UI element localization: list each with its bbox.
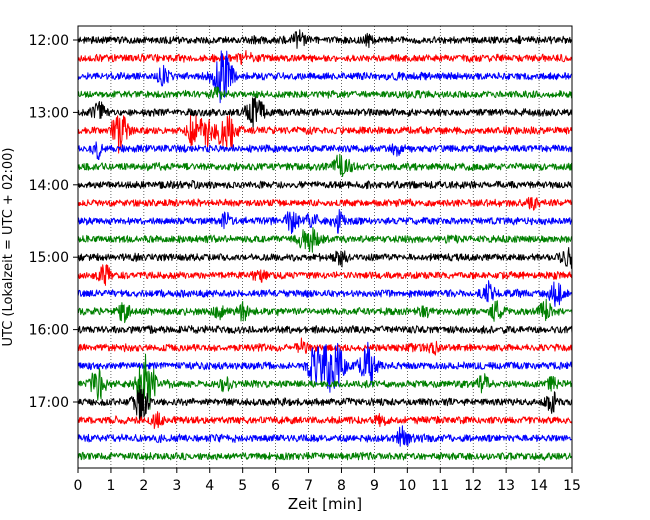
trace-line: [77, 141, 573, 160]
trace-line: [77, 247, 573, 269]
x-tick-label: 3: [172, 478, 181, 494]
x-axis-label: Zeit [min]: [288, 495, 362, 513]
trace-line: [77, 49, 573, 65]
x-tick-label: 15: [563, 478, 581, 494]
y-tick-label: 16:00: [29, 323, 69, 339]
trace-line: [77, 153, 573, 177]
x-tick-label: 1: [106, 478, 115, 494]
x-tick-label: 10: [398, 478, 416, 494]
y-tick-label: 13:00: [29, 105, 69, 121]
trace-line: [77, 298, 573, 324]
y-tick-label: 17:00: [29, 395, 69, 411]
trace-line: [77, 227, 573, 253]
trace-line: [77, 264, 573, 286]
x-tick-label: 0: [74, 478, 83, 494]
y-tick-label: 15:00: [29, 250, 69, 266]
trace-line: [77, 96, 573, 131]
x-tick-label: 2: [139, 478, 148, 494]
x-tick-label: 6: [271, 478, 280, 494]
trace-line: [77, 353, 573, 410]
trace-line: [77, 196, 573, 211]
axes-frame: [77, 25, 573, 469]
trace-line: [77, 425, 573, 447]
trace-line: [77, 209, 573, 235]
y-axis-ticks: 12:00 13:00 14:00 15:00 16:00 17:00: [29, 33, 78, 411]
y-axis-label: UTC (Lokalzeit = UTC + 02:00): [1, 148, 16, 347]
trace-line: [77, 50, 573, 104]
x-tick-label: 7: [304, 478, 313, 494]
x-tick-label: 11: [431, 478, 449, 494]
trace-line: [77, 325, 573, 335]
x-tick-label: 9: [370, 478, 379, 494]
trace-line: [77, 29, 573, 49]
trace-line: [77, 179, 573, 190]
x-tick-label: 13: [497, 478, 515, 494]
trace-line: [77, 114, 573, 154]
trace-line: [77, 341, 573, 393]
seismic-traces: [77, 29, 573, 461]
y-tick-label: 12:00: [29, 33, 69, 49]
x-tick-label: 4: [205, 478, 214, 494]
trace-line: [77, 86, 573, 100]
trace-line: [77, 280, 573, 307]
x-tick-label: 14: [530, 478, 548, 494]
y-tick-label: 14:00: [29, 178, 69, 194]
x-tick-label: 8: [337, 478, 346, 494]
trace-line: [77, 451, 573, 461]
x-tick-label: 12: [464, 478, 482, 494]
x-tick-label: 5: [238, 478, 247, 494]
trace-line: [77, 384, 573, 421]
x-axis-ticks: 0 1 2 3 4 5 6 7 8 9 10 11 12 13 14 15: [74, 468, 581, 494]
trace-line: [77, 411, 573, 430]
